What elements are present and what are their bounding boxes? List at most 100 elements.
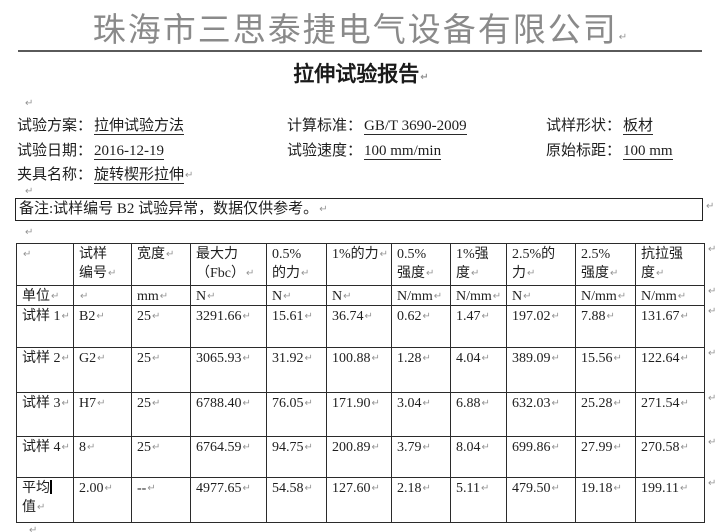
info-field-calc-standard[interactable]: 计算标准： GB/T 3690-2009 (287, 114, 467, 135)
data-cell[interactable]: 171.90↵ (327, 393, 392, 437)
paragraph-mark: ↵ (207, 291, 216, 302)
row-label-cell[interactable]: 试样 3↵ (17, 393, 74, 437)
row-label-cell[interactable]: 试样 4↵ (17, 437, 74, 478)
data-cell[interactable]: 94.75↵ (267, 437, 327, 478)
report-title[interactable]: 拉伸试验报告↵ (0, 58, 722, 88)
header-cell-blank[interactable]: ↵ (17, 244, 74, 286)
data-cell[interactable]: 25↵ (132, 393, 191, 437)
data-cell[interactable]: 632.03↵ (507, 393, 576, 437)
data-cell[interactable]: 3.79↵ (392, 437, 451, 478)
data-cell[interactable]: 27.99↵ (576, 437, 636, 478)
data-cell[interactable]: 6764.59↵ (191, 437, 267, 478)
cell-value: 76.05 (272, 396, 304, 411)
data-cell[interactable]: 25.28↵ (576, 393, 636, 437)
row-label-cell[interactable]: 试样 1↵ (17, 306, 74, 348)
data-cell[interactable]: 200.89↵ (327, 437, 392, 478)
header-cell-tensile-strength[interactable]: 抗拉强 度↵ (636, 244, 704, 286)
info-field-gauge-length[interactable]: 原始标距： 100 mm (546, 139, 673, 160)
data-cell[interactable]: 199.11↵ (636, 478, 704, 522)
data-cell[interactable]: 479.50↵ (507, 478, 576, 522)
company-title[interactable]: 珠海市三思泰捷电气设备有限公司↵ (0, 3, 722, 51)
data-cell[interactable]: 0.62↵ (392, 306, 451, 348)
cell-value: 36.74 (332, 309, 364, 324)
info-field-test-plan[interactable]: 试验方案： 拉伸试验方法 (17, 114, 185, 135)
data-cell[interactable]: 76.05↵ (267, 393, 327, 437)
row-label-cell[interactable]: 试样 2↵ (17, 348, 74, 393)
unit-cell[interactable]: mm↵ (132, 286, 191, 306)
data-cell[interactable]: 15.56↵ (576, 348, 636, 393)
data-cell[interactable]: 8.04↵ (451, 437, 507, 478)
unit-cell[interactable]: N/mm↵ (576, 286, 636, 306)
data-cell[interactable]: 4977.65↵ (191, 478, 267, 522)
data-cell[interactable]: 3.04↵ (392, 393, 451, 437)
unit-cell[interactable]: N/mm↵ (392, 286, 451, 306)
cell-value: 1.28 (397, 351, 422, 366)
data-cell[interactable]: 25↵ (132, 306, 191, 348)
header-cell-force-25[interactable]: 2.5%的 力↵ (507, 244, 576, 286)
header-cell-strength-1[interactable]: 1%强 度↵ (451, 244, 507, 286)
data-cell[interactable]: 389.09↵ (507, 348, 576, 393)
data-cell[interactable]: 8↵ (74, 437, 132, 478)
note-box[interactable]: 备注:试样编号 B2 试验异常，数据仅供参考。↵ (15, 198, 703, 221)
data-cell[interactable]: 271.54↵ (636, 393, 704, 437)
unit-cell[interactable]: ↵ (74, 286, 132, 306)
data-cell[interactable]: 4.04↵ (451, 348, 507, 393)
paragraph-mark: ↵ (420, 72, 429, 83)
data-cell[interactable]: 270.58↵ (636, 437, 704, 478)
data-cell[interactable]: H7↵ (74, 393, 132, 437)
data-cell[interactable]: 6.88↵ (451, 393, 507, 437)
data-cell[interactable]: 31.92↵ (267, 348, 327, 393)
data-cell[interactable]: B2↵ (74, 306, 132, 348)
data-cell[interactable]: --↵ (132, 478, 191, 522)
unit-cell[interactable]: N↵ (267, 286, 327, 306)
header-cell-width[interactable]: 宽度↵ (132, 244, 191, 286)
info-field-sample-shape[interactable]: 试样形状： 板材 (546, 114, 654, 135)
unit-row-label-cell[interactable]: 单位↵ (17, 286, 74, 306)
data-cell[interactable]: 699.86↵ (507, 437, 576, 478)
data-cell[interactable]: 2.00↵ (74, 478, 132, 522)
header-cell-force-1[interactable]: 1%的力↵ (327, 244, 392, 286)
data-cell[interactable]: 1.47↵ (451, 306, 507, 348)
data-cell[interactable]: 15.61↵ (267, 306, 327, 348)
paragraph-mark: ↵ (680, 442, 689, 453)
row-label-cell-average[interactable]: 平均 值↵ (17, 478, 74, 522)
header-cell-force-05[interactable]: 0.5% 的力↵ (267, 244, 327, 286)
unit-cell[interactable]: N↵ (507, 286, 576, 306)
info-field-test-date[interactable]: 试验日期： 2016-12-19 (17, 139, 165, 160)
paragraph-mark: ↵ (492, 291, 502, 302)
data-cell[interactable]: 25↵ (132, 437, 191, 478)
unit-cell[interactable]: N↵ (191, 286, 267, 306)
paragraph-mark: ↵ (613, 398, 622, 409)
cell-value: 3065.93 (196, 351, 242, 366)
cell-value: 7.88 (581, 309, 606, 324)
data-cell[interactable]: 54.58↵ (267, 478, 327, 522)
data-cell[interactable]: 3065.93↵ (191, 348, 267, 393)
unit-cell[interactable]: N/mm↵ (636, 286, 704, 306)
info-field-fixture-name[interactable]: 夹具名称： 旋转楔形拉伸↵ (17, 163, 193, 184)
data-cell[interactable]: G2↵ (74, 348, 132, 393)
data-cell[interactable]: 2.18↵ (392, 478, 451, 522)
header-cell-strength-25[interactable]: 2.5% 强度↵ (576, 244, 636, 286)
data-cell[interactable]: 25↵ (132, 348, 191, 393)
data-cell[interactable]: 5.11↵ (451, 478, 507, 522)
unit-cell[interactable]: N↵ (327, 286, 392, 306)
data-cell[interactable]: 7.88↵ (576, 306, 636, 348)
data-cell[interactable]: 122.64↵ (636, 348, 704, 393)
data-cell[interactable]: 6788.40↵ (191, 393, 267, 437)
data-cell[interactable]: 100.88↵ (327, 348, 392, 393)
header-cell-strength-05[interactable]: 0.5% 强度↵ (392, 244, 451, 286)
info-field-test-speed[interactable]: 试验速度： 100 mm/min (287, 139, 442, 160)
cell-value: 122.64 (641, 351, 680, 366)
data-cell[interactable]: 127.60↵ (327, 478, 392, 522)
data-cell[interactable]: 19.18↵ (576, 478, 636, 522)
data-cell[interactable]: 131.67↵ (636, 306, 704, 348)
data-cell[interactable]: 36.74↵ (327, 306, 392, 348)
data-cell[interactable]: 197.02↵ (507, 306, 576, 348)
header-cell-max-force[interactable]: 最大力 （Fbc）↵ (191, 244, 267, 286)
unit-cell[interactable]: N/mm↵ (451, 286, 507, 306)
paragraph-mark: ↵ (426, 268, 435, 279)
header-cell-sample-id[interactable]: 试样 编号↵ (74, 244, 132, 286)
data-cell[interactable]: 1.28↵ (392, 348, 451, 393)
data-cell[interactable]: 3291.66↵ (191, 306, 267, 348)
cell-value: 1.47 (456, 309, 481, 324)
